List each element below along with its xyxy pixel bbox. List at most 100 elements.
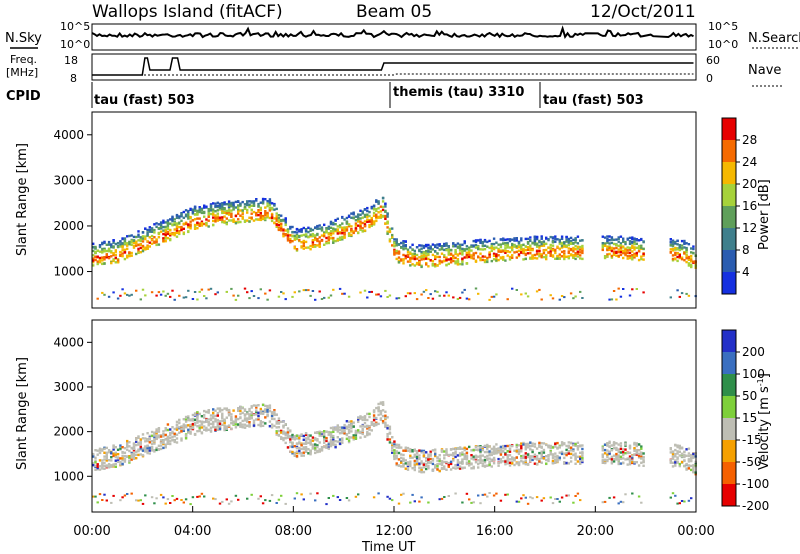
- range-cell: [105, 499, 108, 502]
- colorbar-swatch: [722, 140, 736, 162]
- beam-title: Beam 05: [356, 2, 432, 22]
- range-cell: [225, 211, 228, 214]
- range-cell: [209, 422, 213, 426]
- range-cell: [277, 420, 281, 424]
- range-cell: [137, 449, 140, 453]
- range-cell: [674, 464, 677, 467]
- range-cell: [687, 257, 691, 260]
- range-cell: [298, 290, 301, 293]
- range-cell: [427, 257, 430, 261]
- range-cell: [135, 443, 138, 447]
- range-cell: [486, 454, 489, 458]
- range-cell: [105, 465, 108, 468]
- range-cell: [291, 450, 294, 454]
- range-cell: [270, 206, 274, 210]
- range-cell: [105, 452, 108, 456]
- range-cell: [144, 448, 147, 452]
- range-cell: [574, 444, 577, 447]
- range-cell: [483, 493, 487, 496]
- range-cell: [318, 434, 321, 437]
- range-cell: [334, 427, 337, 430]
- range-cell: [685, 260, 688, 264]
- range-cell: [98, 468, 102, 471]
- range-cell: [277, 295, 281, 298]
- range-cell: [178, 221, 181, 224]
- range-cell: [207, 418, 210, 421]
- range-cell: [325, 236, 328, 240]
- range-cell: [184, 213, 188, 216]
- range-cell: [345, 420, 349, 423]
- range-cell: [135, 440, 138, 443]
- range-cell: [556, 446, 559, 449]
- range-cell: [169, 436, 172, 440]
- range-cell: [243, 409, 247, 412]
- range-cell: [386, 226, 389, 229]
- range-cell: [264, 210, 267, 213]
- range-cell: [504, 251, 507, 254]
- range-cell: [203, 420, 206, 424]
- range-cell: [341, 431, 344, 435]
- range-cell: [406, 260, 410, 263]
- range-cell: [94, 459, 97, 462]
- range-cell: [531, 241, 534, 244]
- y-tick-label: 2000: [53, 425, 84, 439]
- range-cell: [268, 499, 272, 502]
- range-cell: [259, 212, 262, 215]
- range-cell: [266, 298, 269, 301]
- range-cell: [379, 409, 383, 413]
- range-cell: [162, 232, 165, 236]
- range-cell: [212, 415, 215, 418]
- range-cell: [502, 444, 505, 448]
- range-cell: [540, 442, 543, 445]
- range-cell: [533, 256, 537, 260]
- range-cell: [569, 446, 573, 449]
- range-cell: [402, 240, 405, 243]
- range-cell: [520, 450, 523, 453]
- range-cell: [311, 290, 315, 292]
- range-cell: [107, 250, 111, 253]
- range-cell: [225, 498, 228, 501]
- range-cell: [452, 454, 455, 457]
- range-cell: [230, 422, 233, 425]
- range-cell: [248, 297, 251, 300]
- range-cell: [479, 446, 482, 449]
- range-cell: [683, 450, 686, 454]
- range-cell: [252, 413, 256, 416]
- range-cell: [483, 450, 487, 454]
- range-cell: [370, 219, 373, 222]
- range-cell: [126, 444, 129, 447]
- range-cell: [182, 418, 185, 421]
- range-cell: [631, 256, 634, 259]
- range-cell: [538, 288, 541, 291]
- range-cell: [690, 265, 693, 269]
- range-cell: [105, 249, 108, 253]
- range-cell: [381, 414, 385, 418]
- range-cell: [96, 262, 99, 266]
- range-cell: [314, 226, 317, 229]
- range-cell: [284, 441, 287, 445]
- range-cell: [280, 291, 283, 293]
- range-cell: [393, 452, 396, 455]
- range-cell: [463, 457, 466, 460]
- range-cell: [345, 216, 349, 220]
- range-cell: [676, 255, 679, 259]
- range-cell: [135, 252, 138, 256]
- range-cell: [200, 224, 204, 227]
- range-cell: [155, 446, 158, 450]
- range-cell: [191, 219, 195, 222]
- range-cell: [520, 455, 523, 458]
- range-cell: [216, 209, 219, 212]
- range-cell: [497, 254, 500, 257]
- noise-panel-frame: [91, 23, 697, 51]
- range-cell: [214, 205, 217, 208]
- range-cell: [520, 447, 523, 450]
- range-cell: [332, 428, 335, 431]
- range-cell: [622, 245, 625, 248]
- range-cell: [409, 460, 412, 463]
- range-cell: [628, 455, 632, 458]
- range-cell: [309, 492, 312, 495]
- range-cell: [130, 240, 133, 244]
- range-cell: [377, 422, 380, 426]
- range-cell: [420, 462, 423, 465]
- range-cell: [92, 452, 95, 456]
